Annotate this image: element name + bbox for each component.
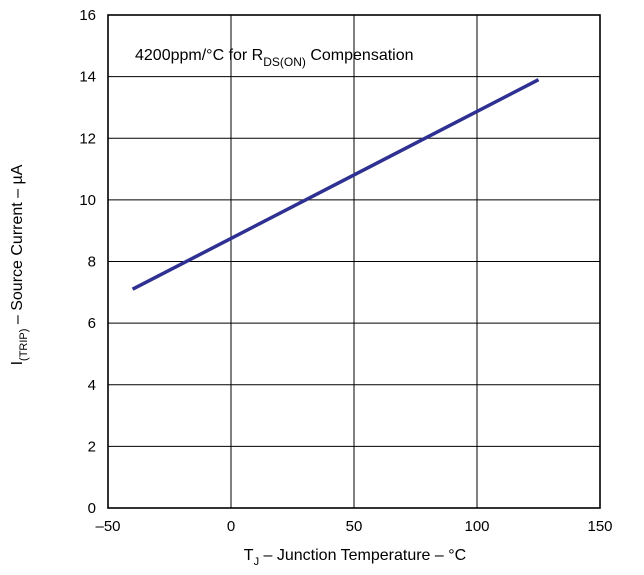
y-tick-label: 14	[79, 69, 96, 86]
x-tick-label: 50	[346, 518, 363, 535]
grid	[108, 15, 600, 508]
y-tick-label: 10	[79, 192, 96, 209]
plot-frame	[107, 14, 601, 509]
x-tick-label: 150	[587, 518, 612, 535]
y-tick-label: 2	[88, 438, 96, 455]
y-tick-labels: 0 2 4 6 8 10 12 14 16	[79, 7, 96, 517]
x-tick-label: –50	[95, 518, 120, 535]
chart-annotation: 4200ppm/°C for RDS(ON) Compensation	[135, 47, 414, 69]
series-line	[131, 78, 540, 291]
x-tick-label: 0	[227, 518, 235, 535]
y-tick-label: 12	[79, 130, 96, 147]
series-group	[131, 78, 540, 291]
x-tick-label: 100	[464, 518, 489, 535]
y-tick-label: 8	[88, 254, 96, 271]
y-tick-label: 16	[79, 7, 96, 24]
y-tick-label: 0	[88, 500, 96, 517]
y-tick-label: 4	[88, 377, 96, 394]
x-tick-labels: –50 0 50 100 150	[95, 518, 612, 535]
y-axis-label: I(TRIP) – Source Current – µA	[9, 164, 30, 365]
y-tick-label: 6	[88, 315, 96, 332]
x-axis-label: TJ – Junction Temperature – °C	[244, 547, 466, 568]
